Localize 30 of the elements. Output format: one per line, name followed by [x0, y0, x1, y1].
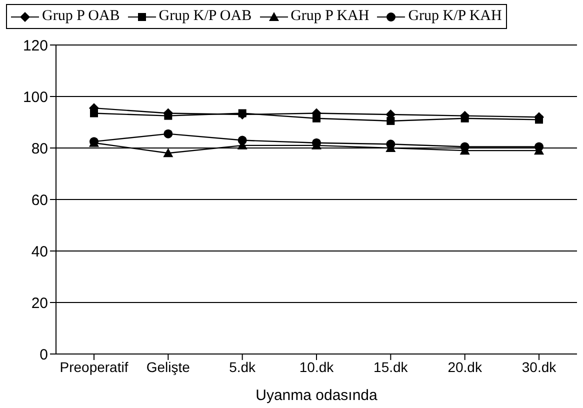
- legend-label: Grup P KAH: [290, 8, 370, 25]
- y-tick-label: 120: [22, 37, 48, 54]
- y-tick-label: 60: [31, 192, 48, 209]
- x-tick-label: Preoperatif: [60, 358, 128, 375]
- point: [460, 114, 469, 122]
- point: [312, 114, 320, 122]
- point: [164, 129, 173, 138]
- point: [90, 109, 98, 118]
- y-tick-label: 100: [22, 88, 48, 106]
- x-tick-label: 20.dk: [448, 358, 483, 375]
- x-tick-label: 10.dk: [299, 358, 335, 375]
- legend-label: Grup P OAB: [42, 8, 120, 25]
- point: [238, 109, 246, 118]
- x-axis-title: Uyanma odasında: [256, 387, 378, 404]
- point: [238, 136, 247, 145]
- point: [534, 142, 544, 152]
- legend-label: Grup K/P KAH: [408, 8, 502, 25]
- point: [164, 112, 172, 120]
- x-tick-label: 5.dk: [229, 358, 257, 375]
- y-tick-label: 20: [31, 294, 48, 312]
- y-tick-label: 80: [31, 140, 48, 158]
- point: [386, 116, 395, 125]
- legend-label: Grup K/P OAB: [158, 8, 252, 25]
- y-tick-label: 0: [40, 346, 48, 364]
- x-tick-label: Gelişte: [146, 358, 190, 375]
- y-tick-label: 40: [31, 243, 48, 260]
- point: [163, 148, 174, 158]
- x-tick-label: 30.dk: [522, 358, 558, 375]
- point: [535, 116, 543, 124]
- x-tick-label: 15.dk: [374, 358, 409, 375]
